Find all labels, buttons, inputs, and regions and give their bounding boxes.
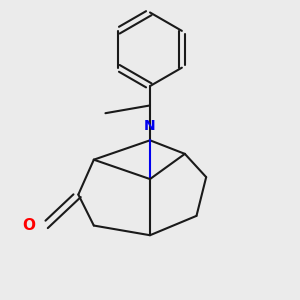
Text: O: O [23,218,36,233]
Text: N: N [144,119,156,133]
